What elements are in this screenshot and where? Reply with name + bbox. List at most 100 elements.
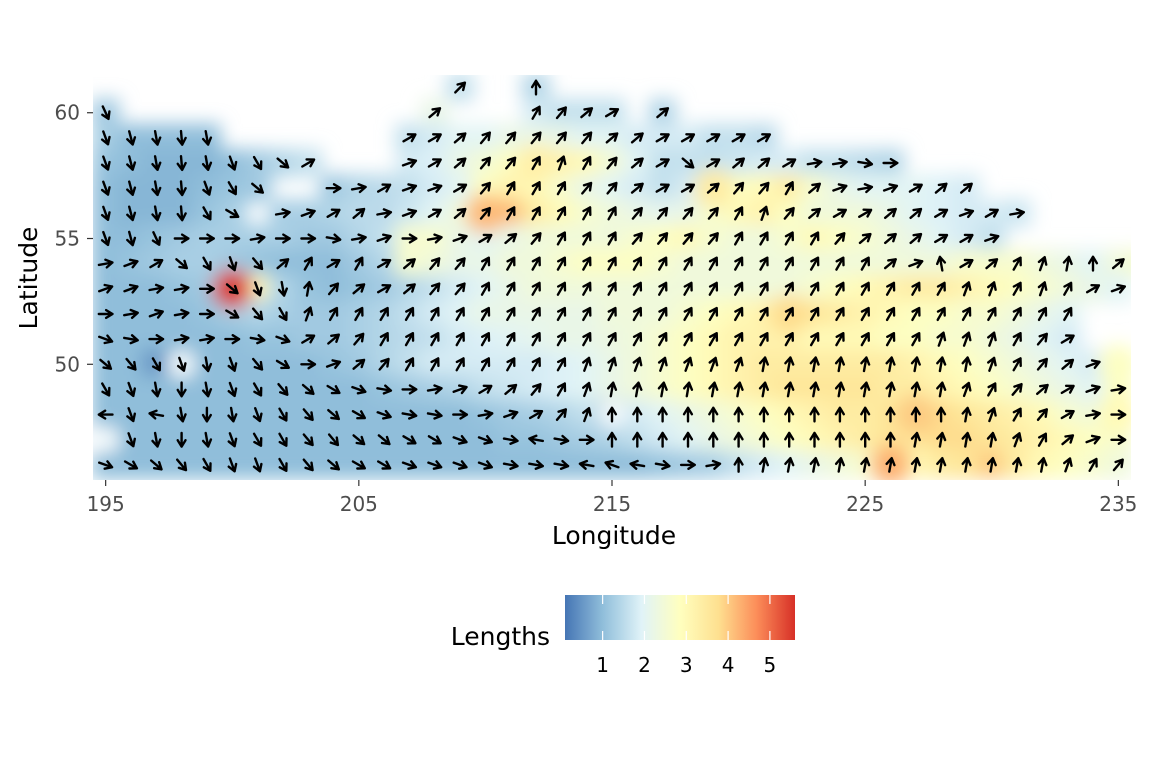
- vector-arrow: [758, 406, 769, 423]
- vector-arrow: [910, 457, 921, 473]
- vector-arrow: [352, 434, 366, 446]
- vector-arrow: [683, 306, 693, 322]
- vector-arrow: [631, 206, 643, 220]
- vector-arrow: [528, 459, 544, 470]
- vector-arrow: [884, 232, 897, 245]
- vector-arrow: [452, 435, 468, 445]
- vector-arrow: [556, 332, 567, 347]
- vector-arrow: [553, 459, 570, 470]
- vector-arrow: [582, 231, 592, 246]
- raster-hotspot: [1098, 344, 1131, 385]
- vector-arrow: [834, 381, 845, 398]
- vector-arrow: [556, 155, 567, 171]
- vector-arrow: [151, 381, 162, 398]
- vector-arrow: [1037, 281, 1048, 297]
- vector-arrow: [376, 208, 393, 219]
- vector-arrow: [202, 457, 212, 472]
- vector-arrow: [506, 181, 516, 196]
- vector-arrow: [531, 256, 541, 271]
- vector-arrow: [455, 357, 465, 372]
- vector-arrow: [480, 256, 491, 271]
- vector-arrow: [376, 409, 392, 420]
- vector-arrow: [908, 258, 924, 269]
- vector-arrow: [632, 281, 643, 296]
- vector-arrow: [528, 434, 544, 445]
- vector-arrow: [582, 281, 592, 296]
- vector-arrow: [986, 431, 997, 448]
- vector-arrow: [427, 133, 442, 143]
- vector-arrow: [759, 281, 769, 296]
- vector-arrow: [857, 183, 874, 194]
- vector-arrow: [860, 281, 870, 296]
- vector-arrow: [477, 435, 493, 445]
- vector-arrow: [480, 332, 491, 347]
- vector-arrow: [402, 133, 417, 143]
- vector-arrow: [934, 182, 948, 194]
- vector-arrow: [151, 180, 162, 197]
- vector-arrow: [379, 332, 389, 347]
- vector-arrow: [782, 158, 797, 168]
- vector-arrow: [961, 431, 972, 448]
- vector-arrow: [401, 208, 418, 219]
- vector-arrow: [351, 460, 366, 470]
- vector-arrow: [657, 206, 669, 220]
- vector-arrow: [149, 258, 164, 269]
- vector-arrow: [809, 381, 820, 398]
- vector-arrow: [582, 356, 592, 372]
- vector-arrow: [1085, 409, 1101, 420]
- vector-arrow: [1112, 458, 1124, 472]
- vector-arrow: [278, 457, 288, 472]
- vector-arrow: [680, 133, 696, 143]
- legend-tick-label: 4: [722, 653, 735, 677]
- vector-arrow: [1110, 434, 1127, 445]
- vector-arrow: [1085, 284, 1101, 294]
- vector-arrow: [656, 107, 670, 119]
- vector-arrow: [606, 156, 618, 170]
- vector-arrow: [1063, 281, 1073, 296]
- vector-arrow: [530, 232, 542, 245]
- vector-arrow: [911, 332, 921, 347]
- plot-panel: [93, 75, 1131, 480]
- vector-arrow: [1110, 384, 1127, 395]
- vector-arrow: [1085, 384, 1101, 395]
- vector-arrow: [1011, 383, 1023, 396]
- vector-arrow: [606, 181, 618, 195]
- vector-arrow: [377, 434, 391, 446]
- vector-arrow: [198, 308, 215, 320]
- vector-arrow: [300, 208, 316, 219]
- vector-arrow: [173, 283, 190, 294]
- vector-arrow: [531, 105, 541, 120]
- vector-arrow: [984, 233, 1000, 244]
- vector-arrow: [252, 382, 263, 397]
- vector-arrow: [936, 457, 947, 473]
- legend-colorbar: [565, 595, 795, 640]
- vector-arrow: [227, 457, 238, 473]
- vector-arrow: [126, 155, 137, 171]
- vector-arrow: [784, 256, 794, 271]
- vector-arrow: [582, 381, 592, 398]
- vector-arrow: [987, 281, 997, 297]
- vector-arrow: [227, 432, 238, 448]
- vector-arrow: [202, 256, 212, 271]
- vector-arrow: [630, 132, 644, 144]
- vector-arrow: [858, 208, 873, 218]
- legend-tick-label: 1: [596, 653, 609, 677]
- vector-arrow: [173, 308, 190, 319]
- vector-arrow: [326, 384, 341, 395]
- vector-arrow: [479, 131, 491, 145]
- vector-arrow: [530, 383, 542, 396]
- vector-arrow: [961, 356, 972, 373]
- vector-arrow: [961, 281, 972, 297]
- vector-arrow: [708, 356, 719, 372]
- vector-arrow: [582, 332, 592, 347]
- vector-arrow: [531, 306, 541, 322]
- vector-arrow: [860, 356, 871, 373]
- vector-arrow: [353, 332, 365, 346]
- x-tick-label: 225: [846, 492, 884, 516]
- vector-arrow: [658, 281, 668, 296]
- lengths-raster: [93, 75, 1131, 480]
- vector-arrow: [683, 381, 694, 398]
- vector-arrow: [882, 183, 899, 193]
- vector-arrow: [556, 181, 567, 196]
- vector-arrow: [556, 256, 567, 271]
